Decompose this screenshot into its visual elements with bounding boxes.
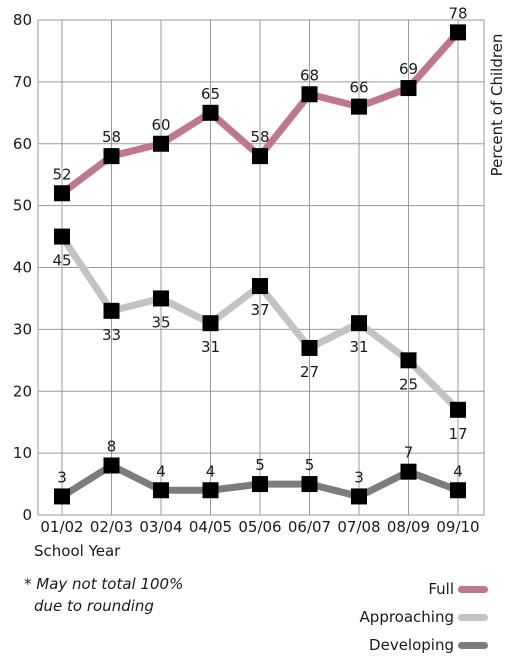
data-point-developing — [202, 482, 219, 499]
data-label-approaching: 45 — [52, 252, 71, 270]
data-label-full: 78 — [448, 4, 467, 22]
y-tick-label: 80 — [13, 11, 32, 29]
y-tick-label: 30 — [13, 320, 32, 338]
data-point-full — [301, 86, 318, 103]
data-label-approaching: 31 — [349, 338, 368, 356]
data-point-developing — [54, 488, 70, 505]
legend-label: Full — [428, 580, 454, 598]
data-label-approaching: 31 — [201, 338, 220, 356]
x-tick-label: 08/09 — [387, 518, 430, 536]
x-tick-label: 02/03 — [90, 518, 133, 536]
legend-label: Developing — [369, 636, 454, 654]
data-point-developing — [153, 482, 169, 499]
data-point-approaching — [400, 352, 417, 369]
data-point-full — [103, 148, 120, 165]
data-label-developing: 4 — [453, 462, 463, 480]
data-point-developing — [301, 476, 318, 493]
x-tick-label: 05/06 — [238, 518, 281, 536]
data-label-approaching: 17 — [448, 425, 467, 443]
data-point-full — [202, 104, 219, 121]
data-label-developing: 7 — [404, 444, 414, 462]
legend-swatch — [458, 641, 488, 649]
legend-swatch — [458, 613, 488, 621]
data-label-approaching: 35 — [151, 313, 170, 331]
line-chart: 0 10 20 30 40 50 60 70 80 01/02 02/03 03/04 04/05 05… — [13, 4, 506, 536]
x-tick-label: 04/05 — [189, 518, 232, 536]
data-point-full — [153, 135, 169, 152]
data-label-full: 58 — [102, 128, 121, 146]
y-tick-label: 20 — [13, 382, 32, 400]
data-label-developing: 5 — [305, 456, 315, 474]
data-point-approaching — [153, 290, 169, 307]
data-label-full: 58 — [250, 128, 269, 146]
y-tick-label: 0 — [22, 506, 32, 524]
footnote-line-1: * May not total 100% — [24, 575, 184, 593]
y-tick-label: 40 — [13, 259, 32, 277]
x-axis-ticks: 01/02 02/03 03/04 04/05 05/06 06/07 07/08 08/09… — [40, 518, 479, 536]
data-label-developing: 4 — [206, 462, 216, 480]
x-tick-label: 06/07 — [288, 518, 331, 536]
data-point-full — [450, 24, 466, 41]
x-tick-label: 07/08 — [337, 518, 380, 536]
data-label-developing: 3 — [354, 468, 364, 486]
data-label-full: 60 — [151, 116, 170, 134]
x-tick-label: 01/02 — [40, 518, 83, 536]
footnote: * May not total 100% due to rounding — [24, 573, 183, 617]
data-label-full: 68 — [300, 66, 319, 84]
y-tick-label: 10 — [13, 444, 32, 462]
legend: Full Approaching Developing — [360, 575, 488, 659]
data-point-developing — [450, 482, 466, 499]
legend-item-full: Full — [360, 575, 488, 603]
data-point-approaching — [202, 315, 219, 332]
legend-label: Approaching — [359, 608, 454, 626]
data-point-approaching — [450, 401, 466, 418]
footnote-line-2: due to rounding — [34, 597, 154, 615]
data-point-full — [252, 148, 268, 165]
data-point-approaching — [54, 228, 70, 245]
y-axis-ticks: 0 10 20 30 40 50 60 70 80 — [13, 11, 32, 524]
data-label-full: 66 — [349, 79, 368, 97]
data-point-full — [54, 185, 70, 202]
data-label-approaching: 27 — [300, 363, 319, 381]
data-label-developing: 3 — [57, 468, 67, 486]
data-label-developing: 5 — [255, 456, 265, 474]
data-point-developing — [351, 488, 367, 505]
series-group — [54, 24, 466, 505]
data-label-developing: 4 — [156, 462, 166, 480]
legend-item-approaching: Approaching — [360, 603, 488, 631]
grid-lines — [37, 19, 485, 516]
legend-item-developing: Developing — [360, 631, 488, 659]
x-tick-label: 03/04 — [139, 518, 182, 536]
data-point-developing — [103, 457, 120, 474]
data-label-approaching: 25 — [399, 375, 418, 393]
data-point-approaching — [301, 339, 318, 356]
y-tick-label: 70 — [13, 73, 32, 91]
data-label-approaching: 37 — [250, 301, 269, 319]
legend-swatch — [458, 585, 488, 593]
data-label-developing: 8 — [107, 438, 117, 456]
data-point-full — [400, 80, 417, 97]
y-tick-label: 50 — [13, 197, 32, 215]
data-point-approaching — [351, 315, 367, 332]
data-point-approaching — [252, 278, 268, 295]
data-label-approaching: 33 — [102, 326, 121, 344]
data-label-full: 69 — [399, 60, 418, 78]
data-label-full: 65 — [201, 85, 220, 103]
y-tick-label: 60 — [13, 135, 32, 153]
data-label-full: 52 — [52, 165, 71, 183]
data-point-developing — [400, 463, 417, 480]
x-tick-label: 09/10 — [436, 518, 479, 536]
x-axis-title: School Year — [34, 542, 121, 560]
data-point-approaching — [103, 302, 120, 319]
data-point-developing — [252, 476, 268, 493]
data-point-full — [351, 98, 367, 115]
y-axis-title: Percent of Children — [488, 34, 506, 177]
